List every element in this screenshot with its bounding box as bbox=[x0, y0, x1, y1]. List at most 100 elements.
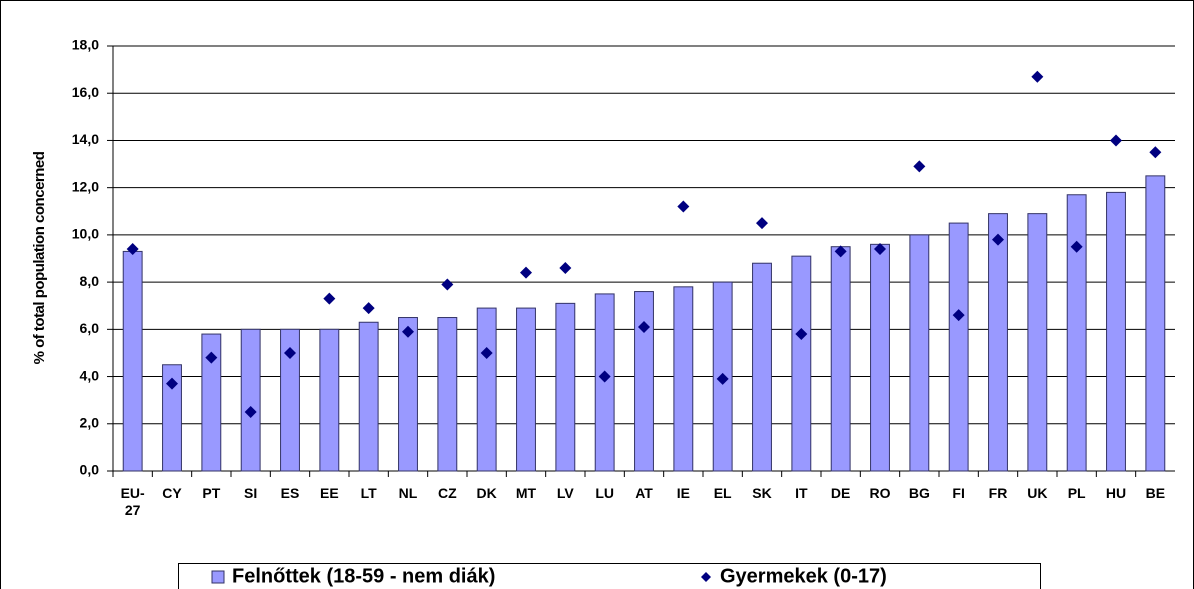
bar bbox=[909, 234, 930, 472]
x-tick-label-box: LV bbox=[556, 485, 574, 501]
bar bbox=[555, 302, 576, 472]
marker bbox=[1031, 70, 1044, 83]
marker bbox=[559, 261, 572, 274]
x-tick-label: RO bbox=[869, 485, 891, 501]
x-tick-label-box: FR bbox=[988, 485, 1008, 501]
marker bbox=[952, 309, 965, 322]
x-tick-label: SK bbox=[752, 485, 772, 501]
bar bbox=[516, 307, 536, 472]
marker bbox=[677, 200, 690, 213]
legend-swatch bbox=[701, 572, 711, 582]
bar bbox=[201, 333, 222, 472]
marker bbox=[716, 372, 729, 385]
x-tick-label: CY bbox=[162, 485, 182, 501]
bar bbox=[948, 222, 969, 472]
x-tick-label: IE bbox=[676, 485, 690, 501]
x-tick-label: MT bbox=[515, 485, 537, 501]
x-tick-label-box: UK bbox=[1027, 485, 1048, 501]
x-tick-label-box: BE bbox=[1145, 485, 1166, 501]
bar bbox=[830, 246, 851, 472]
x-tick-label: FI bbox=[952, 485, 965, 501]
x-tick-label-box: EL bbox=[713, 485, 732, 501]
marker bbox=[992, 233, 1004, 246]
y-tick-label: 12,0 bbox=[72, 178, 99, 194]
x-tick-label-box: AT bbox=[635, 485, 653, 501]
y-tick-label: 14,0 bbox=[72, 131, 99, 147]
x-tick-label-box: HU bbox=[1105, 485, 1127, 501]
bar bbox=[280, 328, 300, 472]
marker bbox=[874, 243, 886, 256]
x-tick-label: PL bbox=[1067, 485, 1086, 501]
legend-box bbox=[178, 563, 1041, 589]
bar bbox=[162, 364, 182, 472]
x-tick-label: LT bbox=[360, 485, 377, 501]
x-tick-label-box: PL bbox=[1067, 485, 1086, 501]
x-tick-label-box: SI bbox=[244, 485, 258, 501]
x-tick-label: SI bbox=[244, 485, 258, 501]
x-tick-label-box: SK bbox=[752, 485, 772, 501]
marker bbox=[638, 320, 650, 333]
marker bbox=[323, 292, 336, 305]
x-tick-label: BE bbox=[1145, 485, 1166, 501]
bar bbox=[398, 317, 418, 472]
x-tick-label: DK bbox=[476, 485, 497, 501]
x-tick-label: HU bbox=[1105, 485, 1127, 501]
x-tick-label-box: ES bbox=[280, 485, 300, 501]
x-tick-label-box: LU bbox=[595, 485, 614, 501]
x-tick-label: ES bbox=[280, 485, 300, 501]
bar bbox=[476, 307, 497, 472]
bar bbox=[1027, 213, 1048, 472]
x-tick-label: BG bbox=[908, 485, 930, 501]
x-tick-label: UK bbox=[1027, 485, 1048, 501]
x-tick-label-box: BG bbox=[908, 485, 930, 501]
marker bbox=[441, 278, 454, 291]
y-tick-label: 6,0 bbox=[80, 320, 100, 336]
marker bbox=[520, 266, 532, 279]
marker bbox=[205, 351, 218, 364]
x-tick-label-box: EU-27 bbox=[121, 485, 145, 518]
x-tick-label: IT bbox=[795, 485, 808, 501]
bar bbox=[437, 317, 458, 472]
x-tick-label: FR bbox=[988, 485, 1008, 501]
x-tick-label-box: LT bbox=[360, 485, 377, 501]
x-tick-label-box: CY bbox=[162, 485, 182, 501]
bar bbox=[988, 213, 1008, 472]
x-tick-label-box: IT bbox=[795, 485, 808, 501]
marker bbox=[284, 346, 296, 359]
x-tick-label-box: PT bbox=[202, 485, 221, 501]
x-tick-label: NL bbox=[398, 485, 418, 501]
marker bbox=[402, 325, 414, 338]
x-tick-label-box: FI bbox=[952, 485, 965, 501]
x-tick-label: PT bbox=[202, 485, 221, 501]
marker bbox=[756, 217, 768, 230]
bar bbox=[319, 328, 340, 472]
y-tick-label: 16,0 bbox=[72, 84, 99, 100]
bar bbox=[358, 321, 379, 472]
marker bbox=[362, 302, 375, 315]
bar bbox=[240, 328, 261, 472]
x-tick-label: EL bbox=[713, 485, 732, 501]
bar bbox=[122, 250, 143, 472]
bar bbox=[870, 243, 890, 472]
x-tick-label-box: NL bbox=[398, 485, 418, 501]
y-tick-label: 8,0 bbox=[80, 273, 100, 289]
y-axis-label: % of total population concerned bbox=[31, 151, 48, 364]
bar bbox=[1145, 175, 1166, 472]
marker bbox=[598, 370, 611, 383]
x-tick-label-box: CZ bbox=[437, 485, 457, 501]
marker bbox=[1149, 146, 1162, 159]
x-tick-label: LU bbox=[595, 485, 614, 501]
x-tick-label: CZ bbox=[437, 485, 457, 501]
y-tick-label: 18,0 bbox=[72, 37, 99, 53]
legend-label: Gyermekek (0-17) bbox=[720, 565, 887, 587]
marker bbox=[795, 328, 808, 341]
marker bbox=[126, 243, 139, 256]
x-tick-label: LV bbox=[556, 485, 574, 501]
bar bbox=[673, 286, 694, 472]
x-tick-label-box: EE bbox=[320, 485, 339, 501]
marker bbox=[913, 160, 926, 173]
y-tick-label: 4,0 bbox=[80, 367, 100, 383]
legend-swatch bbox=[211, 570, 225, 584]
x-tick-label-box: IE bbox=[676, 485, 690, 501]
